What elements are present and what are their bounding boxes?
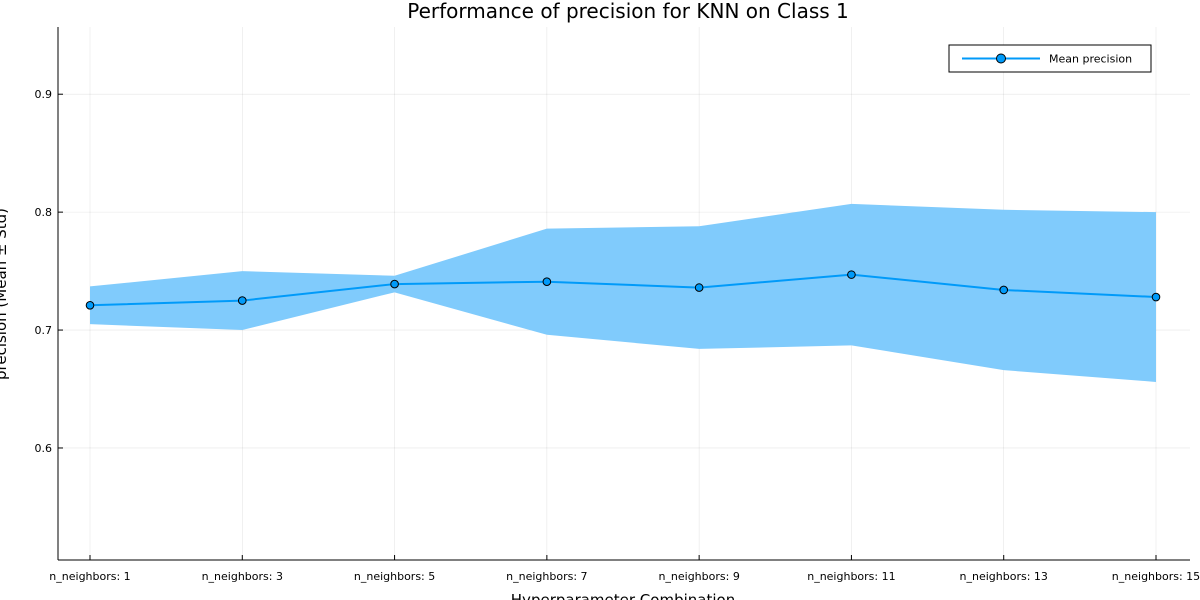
y-tick-label: 0.7 [35,324,53,337]
x-tick-label: n_neighbors: 13 [960,570,1048,583]
std-band [90,203,1156,382]
x-tick-label: n_neighbors: 7 [506,570,587,583]
y-tick-label: 0.9 [35,88,53,101]
legend-label: Mean precision [1049,53,1132,66]
chart-title: Performance of precision for KNN on Clas… [407,0,849,23]
x-tick-label: n_neighbors: 11 [807,570,895,583]
x-ticks: n_neighbors: 1 n_neighbors: 3 n_neighbors:… [49,555,1200,583]
y-ticks: 0.6 0.7 0.8 0.9 [35,88,63,455]
x-tick-label: n_neighbors: 1 [49,570,130,583]
std-band-layer [90,203,1156,382]
mean-precision-point [542,277,552,287]
y-tick-label: 0.8 [35,206,53,219]
mean-precision-point [999,285,1009,295]
mean-precision-point [694,283,704,292]
legend-marker-sample [996,53,1006,64]
axes [57,27,1190,561]
mean-precision-point [237,296,247,305]
y-tick-label: 0.6 [35,442,53,455]
x-axis-label: Hyperparameter Combination [511,591,735,600]
mean-precision-point [1151,292,1161,302]
y-axis-label: precision (Mean ± Std) [0,208,10,380]
x-tick-label: n_neighbors: 15 [1112,570,1200,583]
x-tick-label: n_neighbors: 9 [658,570,739,583]
mean-line-layer [89,273,1157,307]
x-tick-label: n_neighbors: 5 [354,570,435,583]
mean-precision-point [390,279,399,289]
mean-precision-point [85,300,95,310]
marker-layer [85,270,1161,310]
mean-precision-point [847,270,856,279]
mean-precision-line [89,273,1157,307]
x-tick-label: n_neighbors: 3 [202,570,283,583]
legend: Mean precision [948,44,1152,73]
